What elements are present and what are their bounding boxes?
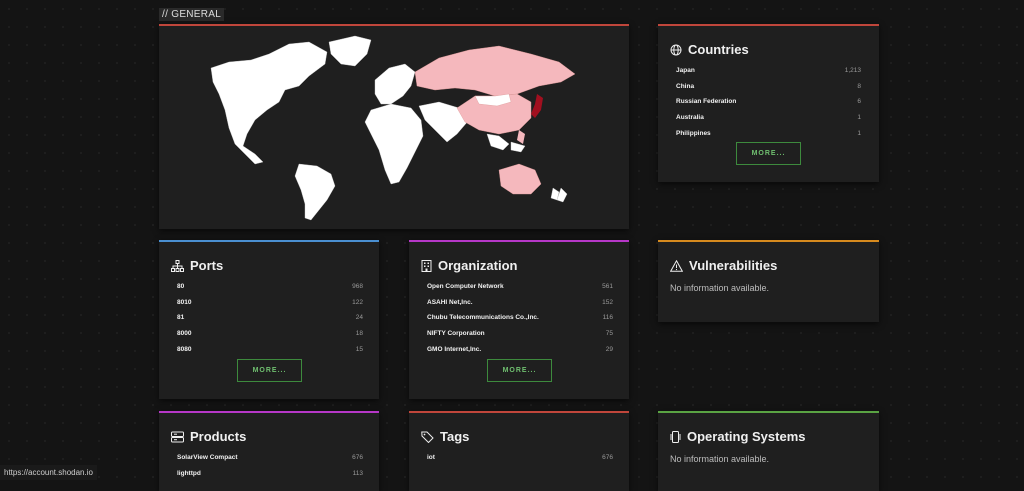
tag-icon bbox=[421, 431, 434, 443]
os-card: Operating Systems No information availab… bbox=[658, 411, 879, 491]
ports-more-button[interactable]: MORE... bbox=[237, 359, 302, 382]
tags-card: Tags iot 676 bbox=[409, 411, 629, 491]
products-list: SolarView Compact 676 lighttpd 113 bbox=[177, 450, 363, 481]
map-australia bbox=[498, 163, 542, 195]
world-map-card bbox=[159, 24, 629, 229]
ports-card: Ports 80 968 8010 122 81 24 8000 18 8080 15 M… bbox=[159, 240, 379, 399]
list-item[interactable]: Philippines 1 bbox=[676, 129, 861, 137]
list-item[interactable]: 81 24 bbox=[177, 314, 363, 322]
ports-list: 80 968 8010 122 81 24 8000 18 8080 15 bbox=[177, 279, 363, 357]
list-item[interactable]: ASAHI Net,Inc. 152 bbox=[427, 298, 613, 306]
products-title: Products bbox=[171, 429, 246, 444]
network-icon bbox=[171, 259, 184, 272]
ports-title: Ports bbox=[171, 258, 223, 273]
map-japan bbox=[531, 94, 543, 118]
list-item[interactable]: iot 676 bbox=[427, 454, 613, 462]
os-empty-text: No information available. bbox=[670, 454, 770, 464]
products-card: Products SolarView Compact 676 lighttpd 11… bbox=[159, 411, 379, 491]
organization-title: Organization bbox=[421, 258, 517, 273]
countries-list: Japan 1,213 China 8 Russian Federation 6 Au… bbox=[676, 63, 861, 141]
list-item[interactable]: lighttpd 113 bbox=[177, 469, 363, 477]
countries-more-button[interactable]: MORE... bbox=[736, 142, 801, 165]
list-item[interactable]: 8010 122 bbox=[177, 298, 363, 306]
building-icon bbox=[421, 259, 432, 272]
list-item[interactable]: SolarView Compact 676 bbox=[177, 454, 363, 462]
countries-title: Countries bbox=[670, 42, 749, 57]
list-item[interactable]: Open Computer Network 561 bbox=[427, 283, 613, 291]
server-icon bbox=[171, 431, 184, 442]
world-map[interactable] bbox=[159, 24, 629, 229]
countries-card: Countries Japan 1,213 China 8 Russian Fede… bbox=[658, 24, 879, 182]
list-item[interactable]: Russian Federation 6 bbox=[676, 98, 861, 106]
list-item[interactable]: 8080 15 bbox=[177, 345, 363, 353]
list-item[interactable]: Australia 1 bbox=[676, 114, 861, 122]
map-philippines bbox=[517, 130, 525, 144]
list-item[interactable]: Chubu Telecommunications Co.,Inc. 116 bbox=[427, 314, 613, 322]
organization-card: Organization Open Computer Network 561 AS… bbox=[409, 240, 629, 399]
section-label: // GENERAL bbox=[159, 8, 225, 21]
organization-list: Open Computer Network 561 ASAHI Net,Inc. 1… bbox=[427, 279, 613, 357]
list-item[interactable]: GMO Internet,Inc. 29 bbox=[427, 345, 613, 353]
vulnerabilities-title: Vulnerabilities bbox=[670, 258, 777, 273]
tags-title: Tags bbox=[421, 429, 469, 444]
warning-icon bbox=[670, 259, 683, 272]
map-russia bbox=[414, 45, 576, 97]
organization-more-button[interactable]: MORE... bbox=[487, 359, 552, 382]
globe-icon bbox=[670, 44, 682, 55]
device-icon bbox=[670, 430, 681, 443]
vulnerabilities-empty-text: No information available. bbox=[670, 283, 770, 293]
status-bar-url: https://account.shodan.io bbox=[0, 465, 97, 480]
list-item[interactable]: 8000 18 bbox=[177, 330, 363, 338]
list-item[interactable]: China 8 bbox=[676, 82, 861, 90]
list-item[interactable]: Japan 1,213 bbox=[676, 67, 861, 75]
os-title: Operating Systems bbox=[670, 429, 806, 444]
vulnerabilities-card: Vulnerabilities No information available… bbox=[658, 240, 879, 322]
list-item[interactable]: 80 968 bbox=[177, 283, 363, 291]
tags-list: iot 676 bbox=[427, 450, 613, 466]
list-item[interactable]: NIFTY Corporation 75 bbox=[427, 330, 613, 338]
